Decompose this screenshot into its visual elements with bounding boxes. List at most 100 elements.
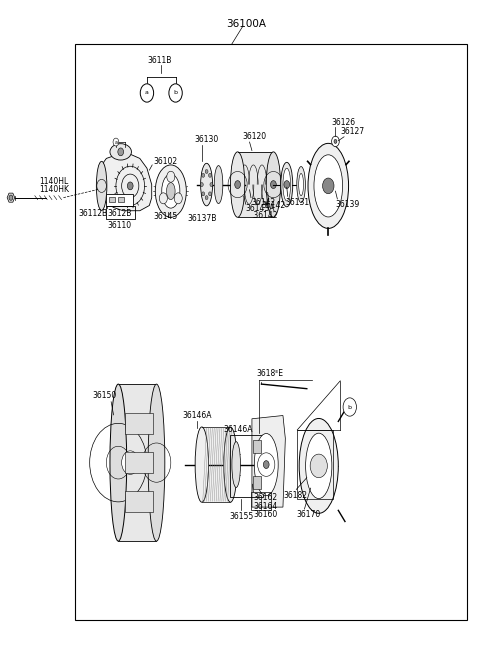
Text: 36143A: 36143A xyxy=(246,204,275,214)
Ellipse shape xyxy=(266,152,281,217)
Ellipse shape xyxy=(110,144,132,160)
Circle shape xyxy=(174,193,182,204)
Circle shape xyxy=(113,138,119,146)
Ellipse shape xyxy=(110,384,127,541)
Text: .36142: .36142 xyxy=(252,211,278,219)
Text: 36137B: 36137B xyxy=(188,214,217,223)
Circle shape xyxy=(127,182,133,190)
Circle shape xyxy=(167,171,175,182)
Circle shape xyxy=(332,136,339,147)
Text: 3618ᴱE: 3618ᴱE xyxy=(257,369,284,378)
Text: 36155: 36155 xyxy=(229,512,254,521)
Bar xyxy=(118,197,123,202)
Text: 36139: 36139 xyxy=(336,200,360,210)
Text: b: b xyxy=(174,91,178,95)
Text: 36146A: 36146A xyxy=(223,426,253,434)
Text: 3611B: 3611B xyxy=(147,56,171,65)
Text: 36142: 36142 xyxy=(251,198,275,207)
Text: 36162: 36162 xyxy=(253,493,277,503)
Ellipse shape xyxy=(224,427,237,502)
Text: 36110: 36110 xyxy=(108,221,132,229)
Polygon shape xyxy=(118,384,156,541)
Polygon shape xyxy=(238,152,274,217)
Ellipse shape xyxy=(254,434,278,495)
Ellipse shape xyxy=(232,442,240,487)
Text: 36182: 36182 xyxy=(283,491,307,500)
Text: 36131C: 36131C xyxy=(285,198,315,207)
Ellipse shape xyxy=(195,427,208,502)
Text: 36126: 36126 xyxy=(332,118,356,127)
Circle shape xyxy=(202,173,204,177)
Circle shape xyxy=(208,192,211,196)
Ellipse shape xyxy=(281,162,293,207)
Bar xyxy=(125,413,153,434)
Text: 36120: 36120 xyxy=(242,132,266,141)
Circle shape xyxy=(205,196,208,200)
Bar xyxy=(107,194,132,206)
Text: 36142: 36142 xyxy=(262,201,286,210)
Text: D: D xyxy=(126,463,134,473)
Ellipse shape xyxy=(308,143,348,229)
Circle shape xyxy=(210,183,213,187)
Polygon shape xyxy=(252,415,285,507)
Ellipse shape xyxy=(214,166,223,204)
Circle shape xyxy=(271,181,276,189)
Circle shape xyxy=(118,148,123,156)
Circle shape xyxy=(334,139,337,143)
Ellipse shape xyxy=(156,165,186,217)
Bar xyxy=(107,206,135,219)
Bar xyxy=(297,430,333,499)
Ellipse shape xyxy=(306,433,332,499)
Text: 36170: 36170 xyxy=(296,510,321,520)
Text: 36112B: 36112B xyxy=(79,209,108,217)
Ellipse shape xyxy=(297,167,305,202)
Bar xyxy=(253,440,261,453)
Text: 36164: 36164 xyxy=(253,502,277,511)
Circle shape xyxy=(310,454,327,478)
Ellipse shape xyxy=(148,384,165,541)
Ellipse shape xyxy=(283,168,290,201)
Circle shape xyxy=(235,181,240,189)
Text: 3612B: 3612B xyxy=(108,209,132,217)
Circle shape xyxy=(264,461,269,468)
Circle shape xyxy=(200,183,203,187)
Text: 36160: 36160 xyxy=(253,510,277,520)
Text: 36127: 36127 xyxy=(340,127,364,135)
Circle shape xyxy=(9,195,13,200)
Bar xyxy=(253,476,261,489)
Bar xyxy=(125,452,153,473)
Bar xyxy=(229,435,263,497)
Ellipse shape xyxy=(299,173,303,196)
Text: a: a xyxy=(145,91,149,95)
Polygon shape xyxy=(202,427,230,502)
Text: 36150: 36150 xyxy=(92,392,116,401)
Bar xyxy=(125,491,153,512)
Circle shape xyxy=(323,178,334,194)
Bar xyxy=(252,492,271,510)
Text: 1140HL: 1140HL xyxy=(39,177,69,186)
Polygon shape xyxy=(99,153,152,211)
Ellipse shape xyxy=(96,162,107,210)
Text: 36130: 36130 xyxy=(195,135,219,144)
Bar xyxy=(75,44,467,620)
Text: 36102: 36102 xyxy=(153,157,177,166)
Circle shape xyxy=(140,84,154,102)
Text: 36146A: 36146A xyxy=(183,411,212,420)
Circle shape xyxy=(202,192,204,196)
Text: b: b xyxy=(348,405,352,409)
Circle shape xyxy=(284,181,289,189)
Text: 1140HK: 1140HK xyxy=(39,185,70,194)
Circle shape xyxy=(205,170,208,173)
Ellipse shape xyxy=(299,419,338,513)
Text: 36145: 36145 xyxy=(153,212,178,221)
Polygon shape xyxy=(7,193,15,202)
Ellipse shape xyxy=(230,152,245,217)
Circle shape xyxy=(121,451,139,474)
Circle shape xyxy=(343,398,357,416)
Circle shape xyxy=(159,193,168,204)
Ellipse shape xyxy=(201,164,213,206)
Ellipse shape xyxy=(162,174,180,208)
Text: 36100A: 36100A xyxy=(226,19,266,29)
Bar xyxy=(109,197,115,202)
Ellipse shape xyxy=(167,183,175,200)
